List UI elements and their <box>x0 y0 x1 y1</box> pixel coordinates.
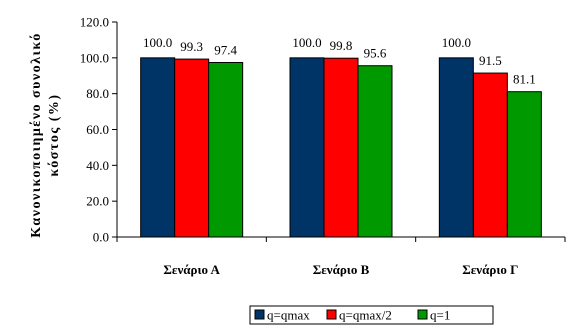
y-tick-label: 80.0 <box>86 86 109 101</box>
bar <box>289 57 325 238</box>
data-label: 95.6 <box>364 46 387 61</box>
y-tick-label: 120.0 <box>80 15 109 30</box>
data-label: 99.8 <box>330 38 353 53</box>
legend-swatch <box>254 309 265 320</box>
y-axis-label-line: κόστος (%) <box>47 93 62 176</box>
legend-box <box>249 305 494 325</box>
y-tick-label: 0.0 <box>93 230 109 245</box>
bar <box>140 57 176 238</box>
x-axis: Σενάριο Α Σενάριο Β Σενάριο Γ <box>116 236 566 277</box>
bar <box>174 58 210 238</box>
data-label: 100.0 <box>143 35 172 50</box>
category-label: Σενάριο Β <box>313 262 370 277</box>
y-tick-label: 20.0 <box>86 194 109 209</box>
data-label: 100.0 <box>292 35 321 50</box>
bar <box>208 61 244 238</box>
legend: q=qmax q=qmax/2 q=1 <box>249 305 494 325</box>
y-axis: 0.0 20.0 40.0 60.0 80.0 100.0 120.0 <box>80 15 118 245</box>
y-tick-label: 100.0 <box>80 50 109 65</box>
data-label: 81.1 <box>513 72 536 87</box>
bars: 100.0 99.3 97.4 100.0 99.8 95.6 100.0 91.5 81.1 <box>140 35 542 238</box>
bar <box>506 91 542 238</box>
legend-swatch <box>326 309 337 320</box>
y-axis-label-line: Κανονικοποιημένο συνολικό <box>29 32 44 238</box>
bar <box>438 57 474 238</box>
y-tick-label: 60.0 <box>86 122 109 137</box>
y-axis-label: Κανονικοποιημένο συνολικό κόστος (%) <box>29 32 62 238</box>
bar <box>472 72 508 238</box>
data-label: 91.5 <box>479 53 502 68</box>
category-label: Σενάριο Α <box>163 262 220 277</box>
data-label: 100.0 <box>442 35 471 50</box>
data-label: 99.3 <box>180 39 203 54</box>
category-label: Σενάριο Γ <box>462 262 518 277</box>
bar <box>357 65 393 238</box>
y-tick-label: 40.0 <box>86 158 109 173</box>
bar <box>323 57 359 238</box>
legend-swatch <box>417 309 428 320</box>
legend-label: q=qmax/2 <box>339 308 392 323</box>
data-label: 97.4 <box>214 42 237 57</box>
legend-label: q=qmax <box>267 308 310 323</box>
legend-label: q=1 <box>430 308 450 323</box>
